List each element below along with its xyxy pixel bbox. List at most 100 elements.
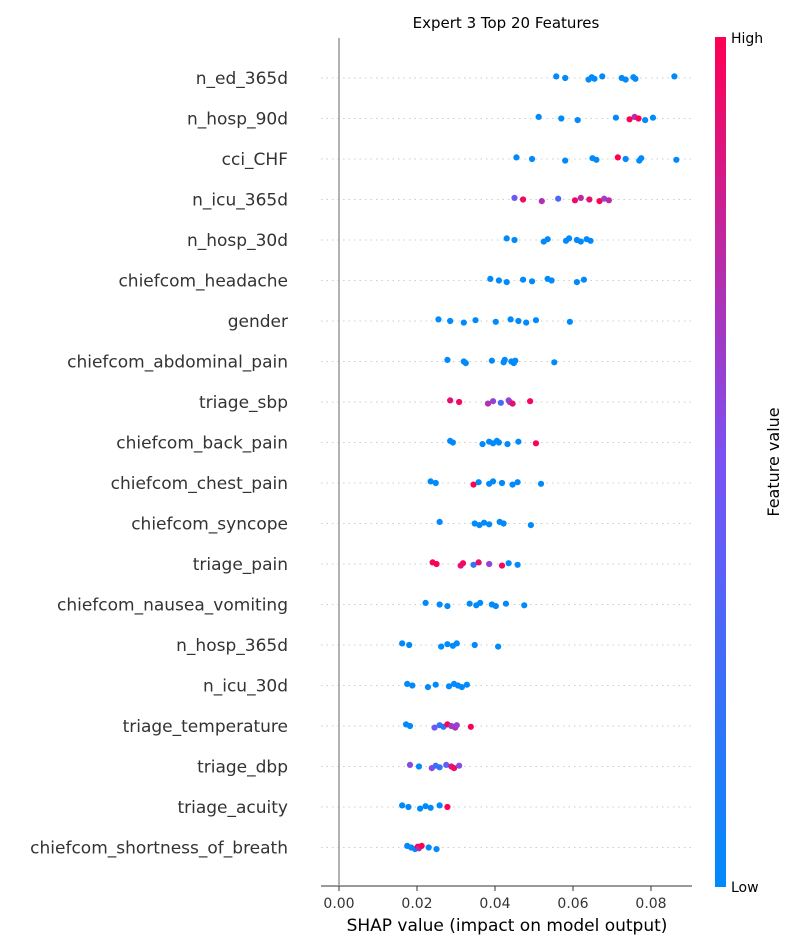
feature-label: cci_CHF (222, 150, 288, 170)
shap-point (514, 561, 521, 568)
shap-point (449, 439, 456, 446)
shap-point (577, 238, 584, 245)
shap-point (492, 318, 499, 325)
shap-point (399, 640, 406, 647)
shap-point (599, 73, 606, 80)
x-axis-title: SHAP value (impact on model output) (347, 916, 668, 936)
shap-point (512, 357, 519, 364)
shap-point (553, 73, 560, 80)
x-tick-label: 0.00 (323, 896, 354, 912)
shap-point (622, 76, 629, 83)
shap-point (466, 600, 473, 607)
shap-point (519, 196, 527, 203)
shap-point (638, 155, 645, 162)
shap-point (605, 197, 612, 204)
shap-point (460, 319, 467, 326)
feature-label: triage_sbp (199, 393, 288, 413)
feature-label: n_ed_365d (196, 69, 288, 89)
shap-point (471, 641, 478, 649)
shap-point (673, 156, 680, 163)
shap-point (436, 764, 443, 771)
shap-point (447, 397, 454, 404)
shap-point (453, 722, 460, 729)
shap-point (488, 357, 495, 364)
shap-point (406, 761, 414, 769)
shap-point (515, 317, 522, 325)
shap-point (523, 319, 530, 326)
shap-point (504, 441, 511, 448)
shap-point (495, 643, 502, 650)
x-axis-ticks: 0.00 0.02 0.04 0.06 0.08 (323, 886, 667, 912)
feature-label: chiefcom_shortness_of_breath (30, 839, 288, 859)
shap-point (498, 562, 506, 569)
shap-point (458, 684, 465, 691)
shap-point (480, 519, 488, 526)
shap-point (515, 438, 522, 445)
shap-point (502, 600, 510, 607)
shap-point (495, 277, 502, 284)
colorbar-low-label: Low (731, 880, 759, 896)
feature-label: n_hosp_30d (187, 231, 288, 251)
shap-point (562, 157, 569, 164)
shap-point (431, 724, 438, 731)
shap-point (514, 479, 521, 486)
shap-point (487, 275, 494, 282)
shap-point (479, 441, 486, 448)
shap-point (477, 599, 484, 607)
shap-point (486, 560, 493, 568)
feature-label: gender (228, 312, 288, 332)
shap-point (558, 115, 565, 122)
x-tick-label: 0.08 (635, 896, 666, 912)
shap-point (484, 400, 492, 407)
shap-point (475, 479, 482, 486)
shap-point (501, 356, 508, 363)
shap-point (509, 481, 516, 488)
shap-point (580, 276, 588, 283)
shap-point (443, 761, 450, 769)
shap-point (456, 398, 463, 406)
shap-point (562, 74, 569, 82)
shap-point (527, 398, 534, 405)
feature-label: triage_temperature (123, 717, 288, 737)
shap-point (427, 804, 434, 811)
feature-label: n_icu_30d (203, 677, 288, 697)
shap-point (438, 643, 445, 650)
shap-point (444, 803, 451, 811)
shap-point (593, 156, 600, 163)
shap-point (509, 400, 516, 407)
shap-point (511, 236, 518, 244)
shap-point (500, 520, 507, 527)
shap-point (566, 235, 573, 242)
shap-point (444, 603, 451, 610)
feature-label: triage_acuity (177, 798, 288, 818)
x-tick-label: 0.02 (401, 896, 432, 912)
shap-point (649, 114, 657, 121)
shap-point (436, 518, 443, 526)
shap-point (527, 522, 534, 529)
shap-point (535, 113, 542, 120)
shap-point (532, 317, 540, 324)
shap-point (577, 194, 584, 201)
shap-point (489, 398, 497, 405)
shap-point (555, 195, 562, 202)
x-tick-label: 0.04 (479, 896, 510, 912)
shap-point (472, 317, 479, 324)
shap-point (467, 723, 474, 730)
shap-point (538, 198, 545, 205)
shap-point (470, 561, 477, 568)
shap-points (399, 73, 680, 853)
feature-row-gridlines (321, 77, 692, 848)
shap-point (532, 440, 540, 447)
shap-point (445, 683, 453, 690)
shap-point (456, 762, 463, 769)
shap-point (404, 680, 411, 688)
shap-point (486, 521, 493, 528)
shap-point (453, 640, 460, 647)
shap-point (425, 844, 432, 851)
shap-point (635, 115, 642, 122)
chart-title: Expert 3 Top 20 Features (413, 14, 600, 32)
shap-point (422, 599, 429, 607)
feature-label: triage_dbp (197, 758, 288, 778)
shap-point (519, 276, 527, 283)
